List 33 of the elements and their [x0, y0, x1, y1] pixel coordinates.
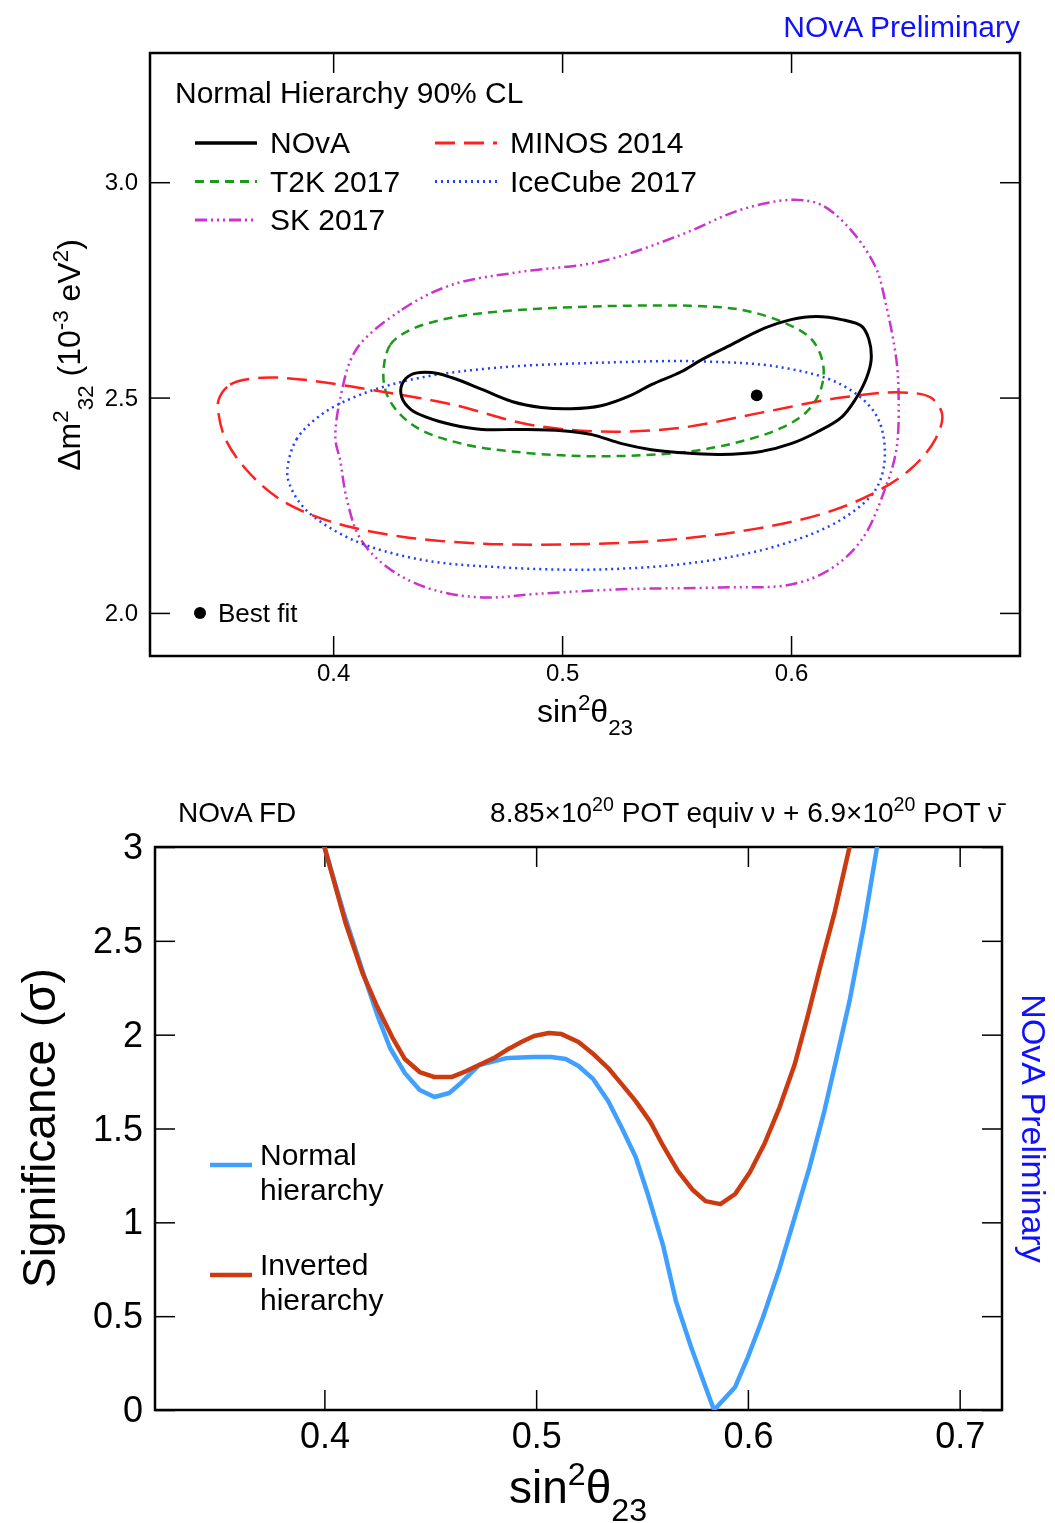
chart-title: NOvA FD: [178, 797, 297, 828]
y-tick-label: 1.5: [92, 1107, 143, 1149]
y-tick-label: 1: [122, 1201, 143, 1243]
x-tick-label: 0.4: [299, 1414, 350, 1456]
x-axis-title: sin$^{2}$θ$_{23}$: [508, 1456, 648, 1523]
annotation: NOvA: [270, 126, 351, 159]
y-tick-label: 0: [122, 1389, 143, 1431]
text: NOvA Preliminary: [783, 10, 1020, 43]
y-tick-label: 2.0: [104, 599, 138, 627]
legend-label: Normal hierarchy: [260, 1138, 384, 1206]
y-tick-label: 2.5: [92, 919, 143, 961]
y-tick-label: 2: [122, 1013, 143, 1055]
x-axis-title: sin$^{2}$θ$_{23}$: [536, 689, 634, 740]
annotation: SK 2017: [270, 203, 386, 236]
annotation: IceCube 2017: [510, 164, 697, 198]
x-tick-label: 0.5: [511, 1414, 562, 1456]
x-tick-label: 0.7: [935, 1414, 986, 1456]
y-tick-label: 3: [122, 826, 143, 868]
annotation: MINOS 2014: [510, 126, 684, 159]
x-tick-label: 0.6: [774, 659, 809, 687]
y-axis-title: Significance (σ): [13, 968, 65, 1288]
x-tick-label: 0.4: [316, 659, 351, 687]
x-tick-label: 0.5: [545, 659, 580, 687]
legend-label: Inverted hierarchy: [260, 1248, 384, 1316]
chart-subtitle: 8.85×10$^{20}$ POT equiv ν + 6.9×10$^{20}$ POT ν̄: [490, 793, 1006, 828]
annotation: Normal Hierarchy 90% CL: [175, 76, 524, 109]
x-tick-label: 0.6: [723, 1414, 774, 1456]
annotation: T2K 2017: [270, 164, 401, 198]
text: NOvA Preliminary: [1015, 994, 1053, 1263]
y-tick-label: 3.0: [104, 168, 138, 196]
y-tick-label: 0.5: [92, 1295, 143, 1337]
y-tick-label: 2.5: [104, 383, 138, 411]
legend-label: Best fit: [218, 598, 299, 628]
